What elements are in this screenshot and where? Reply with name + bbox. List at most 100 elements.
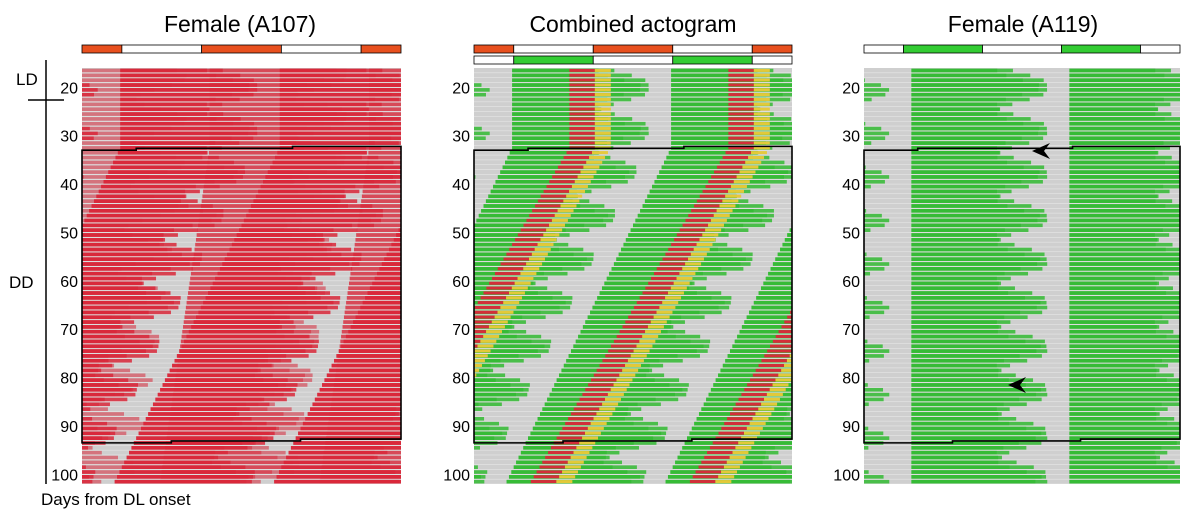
- y-tick-backing: [450, 79, 472, 96]
- activity-bout-a107: [696, 199, 723, 203]
- activity-bout: [474, 349, 549, 353]
- activity-bout-overlap: [599, 407, 616, 411]
- activity-bout-overlap: [483, 335, 500, 338]
- activity-bout: [474, 88, 490, 92]
- activity-bout: [729, 349, 792, 353]
- activity-bout-a107: [474, 320, 492, 324]
- activity-bout: [369, 126, 401, 131]
- activity-bout: [295, 436, 401, 440]
- activity-bout-overlap: [630, 354, 647, 358]
- activity-bout-a107: [523, 223, 550, 227]
- activity-bout: [362, 189, 401, 194]
- activity-bout: [911, 286, 998, 291]
- activity-bout-overlap: [690, 252, 707, 256]
- activity-bout: [474, 417, 485, 421]
- activity-bout-overlap: [665, 296, 682, 300]
- activity-bout: [1069, 455, 1157, 460]
- activity-bout: [1069, 117, 1165, 121]
- activity-bout: [1069, 238, 1158, 242]
- activity-bout-a107: [651, 276, 677, 280]
- activity-bout-a107: [711, 175, 737, 179]
- activity-bout: [364, 175, 401, 179]
- activity-bout: [864, 475, 884, 479]
- activity-bout: [911, 383, 1026, 387]
- activity-bout: [369, 88, 401, 92]
- activity-bout-overlap: [577, 175, 594, 179]
- activity-bout-a107: [744, 388, 770, 392]
- activity-bout: [243, 218, 381, 223]
- activity-bout-a107: [602, 359, 628, 363]
- y-tick-backing: [450, 321, 472, 338]
- activity-bout: [270, 165, 384, 170]
- actogram-combined: [473, 68, 793, 485]
- light-bar-segment-dark: [863, 44, 904, 54]
- activity-bout: [236, 233, 338, 237]
- activity-bout: [474, 373, 506, 378]
- activity-bout: [310, 407, 401, 411]
- activity-bout-a107: [569, 112, 595, 116]
- activity-bout-a107: [542, 460, 568, 464]
- activity-bout: [193, 320, 294, 324]
- activity-bout: [298, 431, 401, 436]
- activity-bout: [274, 155, 362, 160]
- activity-bout-overlap: [766, 393, 783, 396]
- activity-bout: [209, 78, 345, 83]
- activity-bout-overlap: [753, 102, 770, 106]
- activity-bout: [209, 136, 300, 141]
- activity-bout: [248, 209, 363, 213]
- activity-bout-a107: [569, 93, 595, 97]
- activity-bout-overlap: [503, 301, 520, 305]
- activity-bout: [283, 460, 372, 465]
- y-tick-backing: [58, 272, 80, 289]
- y-ticks-a119: 20 30 40 50 60 70 80 90 100: [831, 79, 862, 484]
- activity-bout: [911, 412, 999, 416]
- activity-bout: [369, 141, 401, 145]
- activity-bout-a107: [549, 180, 575, 184]
- activity-bout: [205, 175, 309, 179]
- activity-bout: [1069, 465, 1168, 470]
- activity-bout-overlap: [676, 276, 693, 280]
- activity-bout: [1069, 199, 1156, 203]
- activity-bout: [1069, 470, 1180, 474]
- activity-bout: [82, 300, 174, 305]
- activity-bout-a107: [553, 441, 580, 445]
- y-tick-backing: [58, 127, 80, 144]
- activity-bout: [251, 204, 348, 208]
- activity-bout: [911, 417, 999, 421]
- activity-bout: [512, 73, 608, 78]
- y-tick-backing: [840, 127, 862, 144]
- activity-bout: [911, 320, 1011, 324]
- activity-bout: [911, 446, 1027, 450]
- activity-bout: [671, 68, 758, 73]
- activity-bout: [1069, 276, 1169, 281]
- panel-title-a119: Female (A119): [948, 11, 1098, 37]
- activity-bout-a107: [694, 204, 720, 208]
- activity-bout: [474, 475, 481, 479]
- activity-bout: [209, 126, 331, 131]
- activity-bout: [162, 460, 293, 465]
- activity-bout-a107: [770, 344, 792, 348]
- activity-bout: [234, 238, 323, 242]
- activity-bout-overlap: [619, 373, 636, 377]
- y-tick-label: 60: [452, 274, 470, 291]
- activity-bout: [209, 117, 347, 121]
- activity-bout-overlap: [742, 165, 759, 169]
- activity-bout: [209, 68, 337, 73]
- activity-bout: [82, 354, 150, 358]
- activity-bout: [82, 238, 164, 242]
- dd-outline: [863, 145, 1181, 444]
- activity-bout: [1069, 92, 1180, 97]
- activity-bout: [474, 339, 532, 344]
- activity-bout-overlap: [474, 364, 482, 367]
- y-tick-label: 50: [452, 225, 470, 242]
- activity-bout: [331, 363, 401, 368]
- activity-bout-overlap: [735, 446, 752, 450]
- activity-bout: [911, 242, 998, 247]
- activity-bout-overlap: [474, 354, 488, 358]
- activity-bout: [366, 160, 401, 165]
- activity-bout: [120, 78, 233, 83]
- activity-bout-a107: [671, 243, 697, 247]
- activity-bout: [354, 247, 401, 252]
- activity-bout: [911, 213, 1040, 218]
